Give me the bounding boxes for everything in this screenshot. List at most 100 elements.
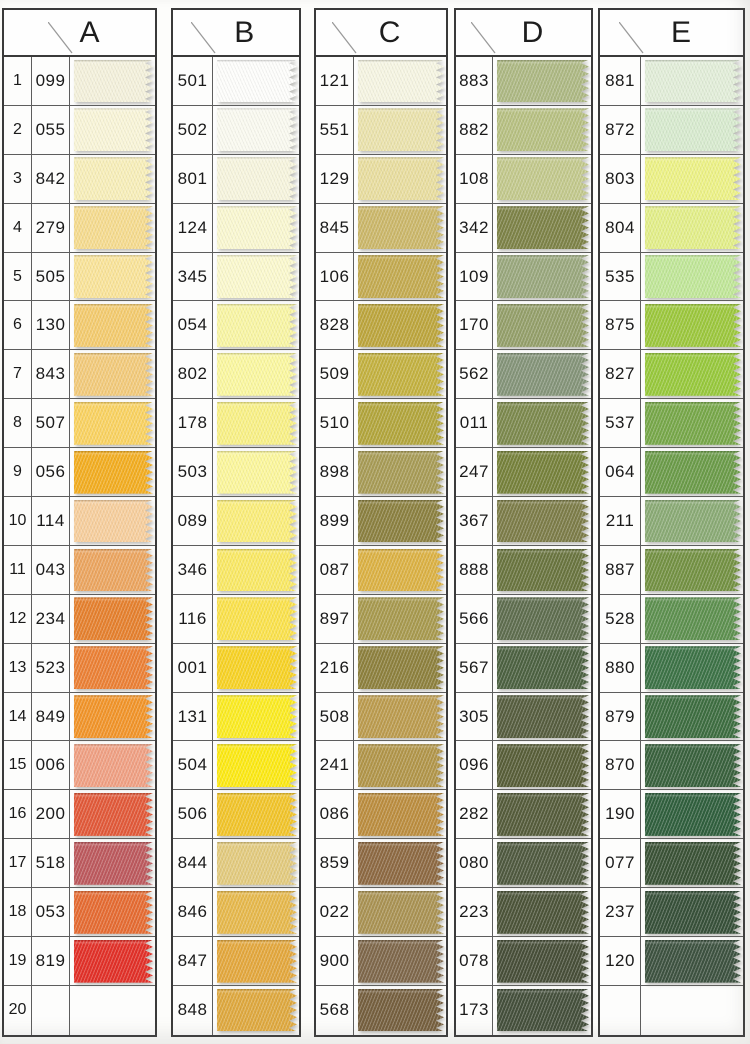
swatch-color: [217, 206, 297, 249]
swatch-color: [217, 695, 297, 738]
ribbon-swatch-509: [358, 353, 444, 396]
color-code: 567: [456, 643, 493, 692]
ribbon-swatch-054: [217, 304, 297, 347]
color-code: 846: [173, 888, 213, 937]
swatch-color: [74, 842, 153, 885]
swatch-color: [645, 353, 741, 396]
swatch-row: 12 234: [4, 594, 155, 644]
ribbon-swatch-501: [217, 60, 297, 103]
ribbon-swatch-875: [645, 304, 741, 347]
swatch-row: 882: [456, 105, 591, 155]
swatch-row: 845: [316, 203, 446, 253]
swatch-color: [645, 891, 741, 934]
swatch-color: [217, 500, 297, 543]
swatch-row: 223: [456, 888, 591, 938]
color-code: 883: [456, 57, 493, 105]
swatch-row: 502: [173, 105, 299, 155]
swatch-row: 847: [173, 937, 299, 986]
swatch-row: 9 056: [4, 448, 155, 498]
swatch-row: 170: [456, 301, 591, 351]
color-code: 887: [600, 545, 641, 594]
row-number: 6: [4, 301, 32, 350]
swatch-row: 566: [456, 594, 591, 644]
ribbon-swatch-801: [217, 157, 297, 200]
swatch-color: [358, 60, 444, 103]
swatch-column-E: E 881 872 803 804 535 875 827 537 064 211 887 528 880…: [598, 8, 745, 1037]
color-code: 086: [316, 790, 354, 839]
color-code: 502: [173, 105, 213, 154]
swatch-color: [358, 891, 444, 934]
color-code: 510: [316, 399, 354, 448]
ribbon-swatch-879: [645, 695, 741, 738]
color-code: 843: [32, 350, 70, 399]
swatch-color: [497, 842, 589, 885]
swatch-color: [497, 60, 589, 103]
color-code: 345: [173, 252, 213, 301]
color-code: 342: [456, 203, 493, 252]
swatch-row: 7 843: [4, 350, 155, 400]
swatch-color: [74, 157, 153, 200]
swatch-rows: 883 882 108 342 109 170 562 011 247 367 888 566 567 3…: [456, 57, 591, 1035]
swatch-color: [358, 157, 444, 200]
color-code: 056: [32, 448, 70, 497]
swatch-row: 508: [316, 692, 446, 742]
swatch-color: [645, 549, 741, 592]
row-number: 3: [4, 154, 32, 203]
color-code: 518: [32, 839, 70, 888]
color-code: 109: [456, 252, 493, 301]
ribbon-swatch-305: [497, 695, 589, 738]
ribbon-swatch-819: [74, 940, 153, 983]
row-number: 20: [4, 985, 32, 1035]
color-code: 099: [32, 57, 70, 105]
color-code: 178: [173, 399, 213, 448]
swatch-row: 15 006: [4, 741, 155, 791]
swatch-color: [358, 597, 444, 640]
swatch-row: 241: [316, 741, 446, 791]
swatch-color: [497, 646, 589, 689]
swatch-column-B: B 501 502 801 124 345 054 802 178 503 089 346 116 001…: [171, 8, 301, 1037]
ribbon-swatch-345: [217, 255, 297, 298]
color-code: 503: [173, 448, 213, 497]
swatch-row: 089: [173, 497, 299, 546]
swatch-color: [74, 549, 153, 592]
swatch-color: [497, 695, 589, 738]
swatch-color: [497, 597, 589, 640]
swatch-color: [645, 500, 741, 543]
swatch-color: [645, 108, 741, 151]
swatch-row: 054: [173, 301, 299, 351]
row-number: 15: [4, 741, 32, 790]
swatch-row: 345: [173, 252, 299, 302]
swatch-row: 001: [173, 643, 299, 693]
ribbon-swatch-089: [217, 500, 297, 543]
color-code: [600, 985, 641, 1035]
color-code: 078: [456, 937, 493, 985]
swatch-row: 887: [600, 545, 743, 595]
color-code: 054: [173, 301, 213, 350]
swatch-row: 086: [316, 790, 446, 840]
swatch-color: [74, 402, 153, 445]
color-code: 055: [32, 105, 70, 154]
ribbon-swatch-870: [645, 744, 741, 787]
swatch-color: [217, 891, 297, 934]
swatch-row: 16 200: [4, 790, 155, 840]
ribbon-swatch-087: [358, 549, 444, 592]
color-code: 022: [316, 888, 354, 937]
swatch-color: [74, 793, 153, 836]
swatch-color: [217, 646, 297, 689]
color-code: 880: [600, 643, 641, 692]
color-code: 897: [316, 594, 354, 643]
swatch-row: 18 053: [4, 888, 155, 938]
swatch-row: 178: [173, 399, 299, 449]
ribbon-swatch-055: [74, 108, 153, 151]
swatch-row: 17 518: [4, 839, 155, 889]
swatch-row: 537: [600, 399, 743, 449]
ribbon-swatch-173: [497, 989, 589, 1032]
ribbon-swatch-078: [497, 940, 589, 983]
ribbon-swatch-507: [74, 402, 153, 445]
color-code: 528: [600, 594, 641, 643]
row-number: 9: [4, 448, 32, 497]
ribbon-swatch-503: [217, 451, 297, 494]
color-code: 077: [600, 839, 641, 888]
ribbon-swatch-109: [497, 255, 589, 298]
